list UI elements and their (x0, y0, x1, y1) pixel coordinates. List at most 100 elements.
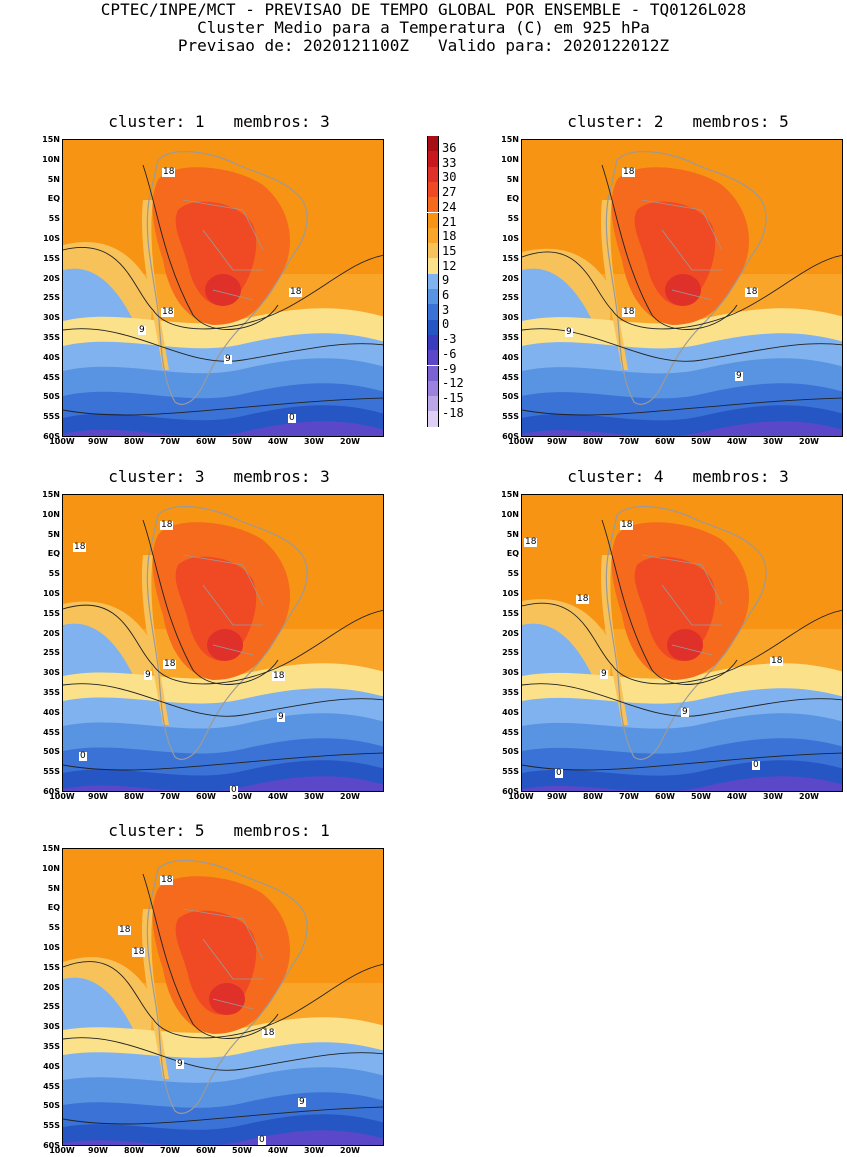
map-panel-5 (62, 848, 384, 1146)
colorbar-swatch (427, 181, 439, 198)
contour-label: 18 (272, 671, 286, 681)
contour-label: 18 (262, 1028, 276, 1038)
lon-label: 90W (547, 792, 567, 801)
lat-label: 20S (43, 273, 60, 283)
colorbar-label: 6 (442, 288, 450, 302)
lon-label: 40W (268, 792, 288, 801)
lat-label: 30S (43, 1022, 60, 1032)
lat-label: 50S (43, 1101, 60, 1111)
lat-label: 35S (43, 688, 60, 697)
lat-label: 25S (43, 1002, 60, 1012)
lon-label: 40W (727, 792, 747, 801)
colorbar-swatch (427, 273, 439, 289)
lon-label: 50W (232, 437, 252, 446)
colorbar-swatch (427, 365, 439, 381)
lon-label: 50W (232, 1146, 252, 1155)
lon-label: 50W (691, 792, 711, 801)
lat-label: 5N (47, 883, 60, 893)
lat-label: 15N (501, 490, 519, 499)
colorbar-label: -6 (442, 346, 457, 361)
lon-label: 50W (232, 792, 252, 801)
lat-label: 25S (43, 293, 60, 303)
colorbar-label: 21 (442, 214, 457, 229)
colorbar-swatch (427, 197, 439, 213)
contour-label: 0 (752, 760, 760, 770)
colorbar-swatch (427, 212, 439, 228)
lon-label: 80W (124, 792, 144, 801)
lat-label: 20S (43, 628, 60, 638)
lat-label: 45S (43, 372, 60, 382)
lon-label: 70W (160, 1146, 180, 1155)
colorbar-swatch (427, 166, 439, 182)
lon-label: 30W (304, 792, 324, 801)
lat-label: 60S (43, 432, 60, 441)
lat-label: 50S (43, 392, 60, 402)
lat-label: 55S (502, 412, 519, 422)
lat-label: 25S (502, 293, 519, 303)
lat-label: EQ (47, 549, 60, 559)
colorbar-swatch (427, 289, 439, 305)
lon-label: 60W (655, 792, 675, 801)
contour-label: 0 (230, 785, 238, 795)
lat-label: 15N (42, 844, 60, 853)
lat-label: 10N (42, 154, 60, 164)
lon-label: 20W (340, 1146, 360, 1155)
contour-label: 18 (132, 947, 146, 957)
colorbar-swatch (427, 319, 439, 335)
colorbar-swatch (427, 396, 439, 412)
lat-label: 5S (48, 569, 60, 579)
contour-label: 18 (163, 659, 177, 669)
colorbar-label: 33 (442, 155, 457, 170)
map-panel-1 (62, 139, 384, 437)
lat-label: 5N (47, 174, 60, 184)
lat-label: 60S (43, 787, 60, 796)
colorbar-swatch (427, 304, 439, 320)
lon-label: 60W (196, 792, 216, 801)
lat-label: 10N (42, 509, 60, 519)
lon-label: 50W (691, 437, 711, 446)
lon-label: 40W (268, 437, 288, 446)
panel-title-4: cluster: 4 membros: 3 (567, 467, 789, 486)
colorbar-swatch (427, 380, 439, 397)
contour-label: 0 (555, 768, 563, 778)
lat-label: 35S (43, 333, 60, 342)
contour-label: 9 (144, 670, 152, 680)
lat-label: 15S (43, 608, 60, 618)
lat-label: 10N (501, 154, 519, 164)
lat-label: 35S (502, 333, 519, 342)
colorbar-label: -18 (442, 405, 464, 420)
lat-label: 10S (502, 234, 519, 243)
contour-label: 0 (79, 751, 87, 761)
lat-label: 10N (501, 509, 519, 519)
lat-label: 5S (507, 569, 519, 579)
colorbar-label: 15 (442, 243, 457, 258)
lat-label: 5S (507, 214, 519, 224)
lon-label: 70W (160, 792, 180, 801)
lon-label: 80W (124, 1146, 144, 1155)
header-line-2: Cluster Medio para a Temperatura (C) em … (197, 18, 650, 37)
lat-label: 50S (502, 747, 519, 757)
lat-label: 15S (43, 962, 60, 972)
panel-title-2: cluster: 2 membros: 5 (567, 112, 789, 131)
lon-label: 20W (799, 437, 819, 446)
lat-label: 50S (43, 747, 60, 757)
lat-label: 45S (502, 372, 519, 382)
lon-label: 80W (124, 437, 144, 446)
lat-label: 15S (502, 608, 519, 618)
lat-label: 55S (502, 767, 519, 777)
lat-label: 55S (43, 1121, 60, 1131)
lon-label: 90W (88, 792, 108, 801)
lon-label: 80W (583, 792, 603, 801)
contour-label: 9 (176, 1059, 184, 1069)
colorbar-label: 0 (442, 317, 450, 332)
lon-label: 60W (655, 437, 675, 446)
colorbar-label: 12 (442, 258, 457, 273)
contour-label: 18 (524, 537, 538, 547)
contour-label: 18 (289, 287, 303, 297)
colorbar-swatch (427, 411, 439, 427)
colorbar-swatch (427, 350, 439, 366)
lat-label: 20S (502, 628, 519, 638)
lon-label: 20W (340, 792, 360, 801)
lat-label: 25S (502, 648, 519, 658)
lon-label: 100W (508, 792, 534, 801)
